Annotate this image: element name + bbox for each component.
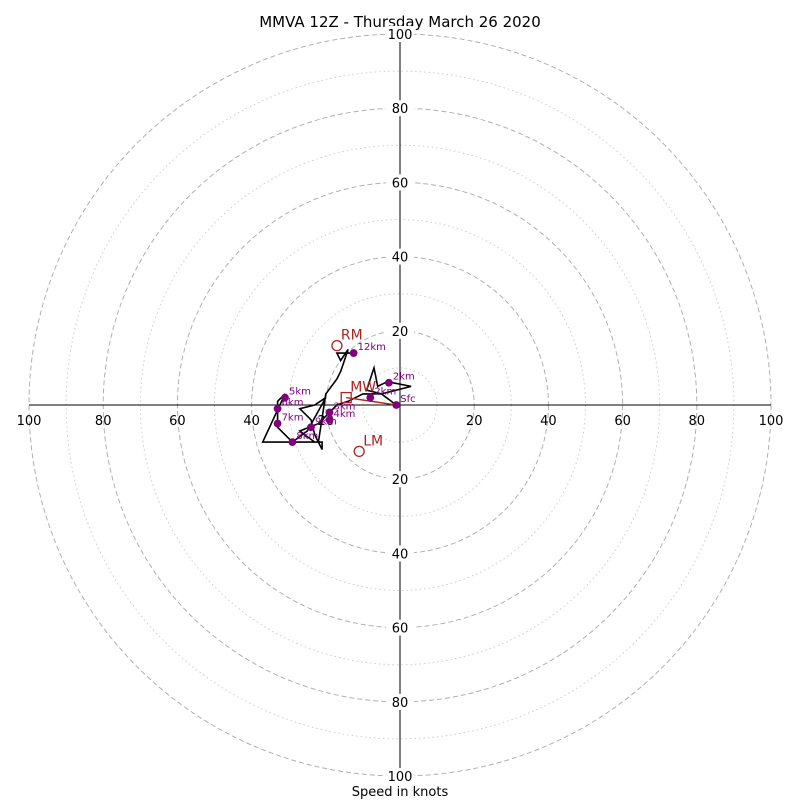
hodograph-line [261,348,412,450]
x-tick-label: 80 [689,414,706,429]
storm-motion-label: LM [363,433,383,449]
height-marker-point [307,423,315,432]
height-marker-point [325,408,334,417]
tick-label-bg [386,471,414,488]
x-tick-label: 80 [95,414,112,429]
y-tick-label-bottom: 40 [392,547,409,562]
tick-label-bg [386,768,414,784]
y-tick-label-top: 20 [392,325,409,340]
height-marker-point [273,404,282,413]
height-marker-label: 2km [374,387,396,398]
tick-label-bg [386,100,414,117]
height-marker-point [325,415,334,424]
height-marker-label: 8km [296,431,318,442]
storm-motion-label: MW [350,380,376,396]
storm-motion-markers: RM LM MW [331,328,397,458]
storm-motion-point [353,445,365,458]
height-marker-point [281,393,289,402]
storm-motion-point [331,339,343,352]
x-tick-label: 100 [17,414,42,429]
height-marker-point [384,378,393,387]
x-tick-label: 100 [759,414,784,429]
height-marker-label: 5km [289,387,311,398]
height-marker-label: 4km [334,409,356,420]
y-tick-label-top: 40 [392,251,409,266]
tick-label-bg [386,26,414,42]
tick-label-bg [386,619,414,636]
height-marker-label: Sfc [400,394,415,405]
tick-label-bg [386,174,414,191]
height-marker-point [288,438,297,447]
x-tick-label: 20 [466,414,483,429]
y-tick-label-bottom: 20 [392,473,409,488]
x-axis-label: Speed in knots [352,785,449,800]
y-tick-label-bottom: 100 [388,770,413,785]
height-marker-label: 7km [282,413,304,424]
height-marker-label: 6km [282,398,304,409]
height-marker-point [349,349,358,357]
y-tick-label-top: 60 [392,176,409,191]
y-tick-label-top: 100 [388,28,413,43]
height-marker-point [366,393,375,402]
x-tick-label: 60 [169,414,186,429]
height-marker-label: 9km [315,416,337,427]
tick-label-bg [386,545,414,562]
tick-label-bg [386,322,414,339]
hodograph-trace [261,348,412,450]
tick-label-bg [386,248,414,265]
y-tick-label-top: 80 [392,102,409,117]
height-marker-label: 12km [358,342,386,353]
storm-motion-label: RM [341,328,363,344]
x-tick-label: 60 [614,414,631,429]
chart-title: MMVA 12Z - Thursday March 26 2020 [259,13,541,31]
storm-motion-point [340,391,352,404]
height-marker-point [392,401,401,409]
height-marker-label: 3km [334,401,356,412]
x-tick-label: 40 [243,414,260,429]
x-tick-label: 40 [540,414,557,429]
tick-label-bg [386,693,414,710]
y-tick-label-bottom: 80 [392,696,409,711]
height-marker-label: 2km [393,372,415,383]
y-tick-label-bottom: 60 [392,622,409,637]
height-marker-point [273,419,282,428]
